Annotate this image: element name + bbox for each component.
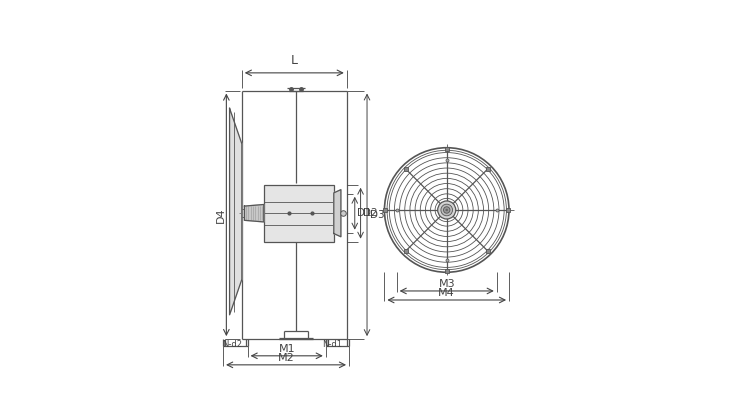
Text: L: L — [291, 54, 298, 67]
Text: M2: M2 — [277, 352, 294, 362]
Text: D2: D2 — [363, 208, 378, 218]
Text: N-d2: N-d2 — [222, 340, 242, 349]
Circle shape — [441, 204, 453, 216]
Circle shape — [444, 207, 450, 213]
Text: D3: D3 — [369, 210, 384, 220]
Text: M4: M4 — [438, 288, 455, 298]
Text: D1: D1 — [358, 208, 372, 218]
Text: M3: M3 — [439, 279, 455, 289]
Text: D4: D4 — [216, 207, 226, 222]
Text: M1: M1 — [278, 344, 295, 354]
Polygon shape — [230, 109, 242, 315]
Polygon shape — [334, 190, 341, 237]
Bar — [264, 185, 334, 242]
Polygon shape — [245, 204, 264, 222]
Circle shape — [445, 209, 448, 211]
Text: N-d1: N-d1 — [322, 340, 342, 349]
Circle shape — [438, 201, 456, 219]
